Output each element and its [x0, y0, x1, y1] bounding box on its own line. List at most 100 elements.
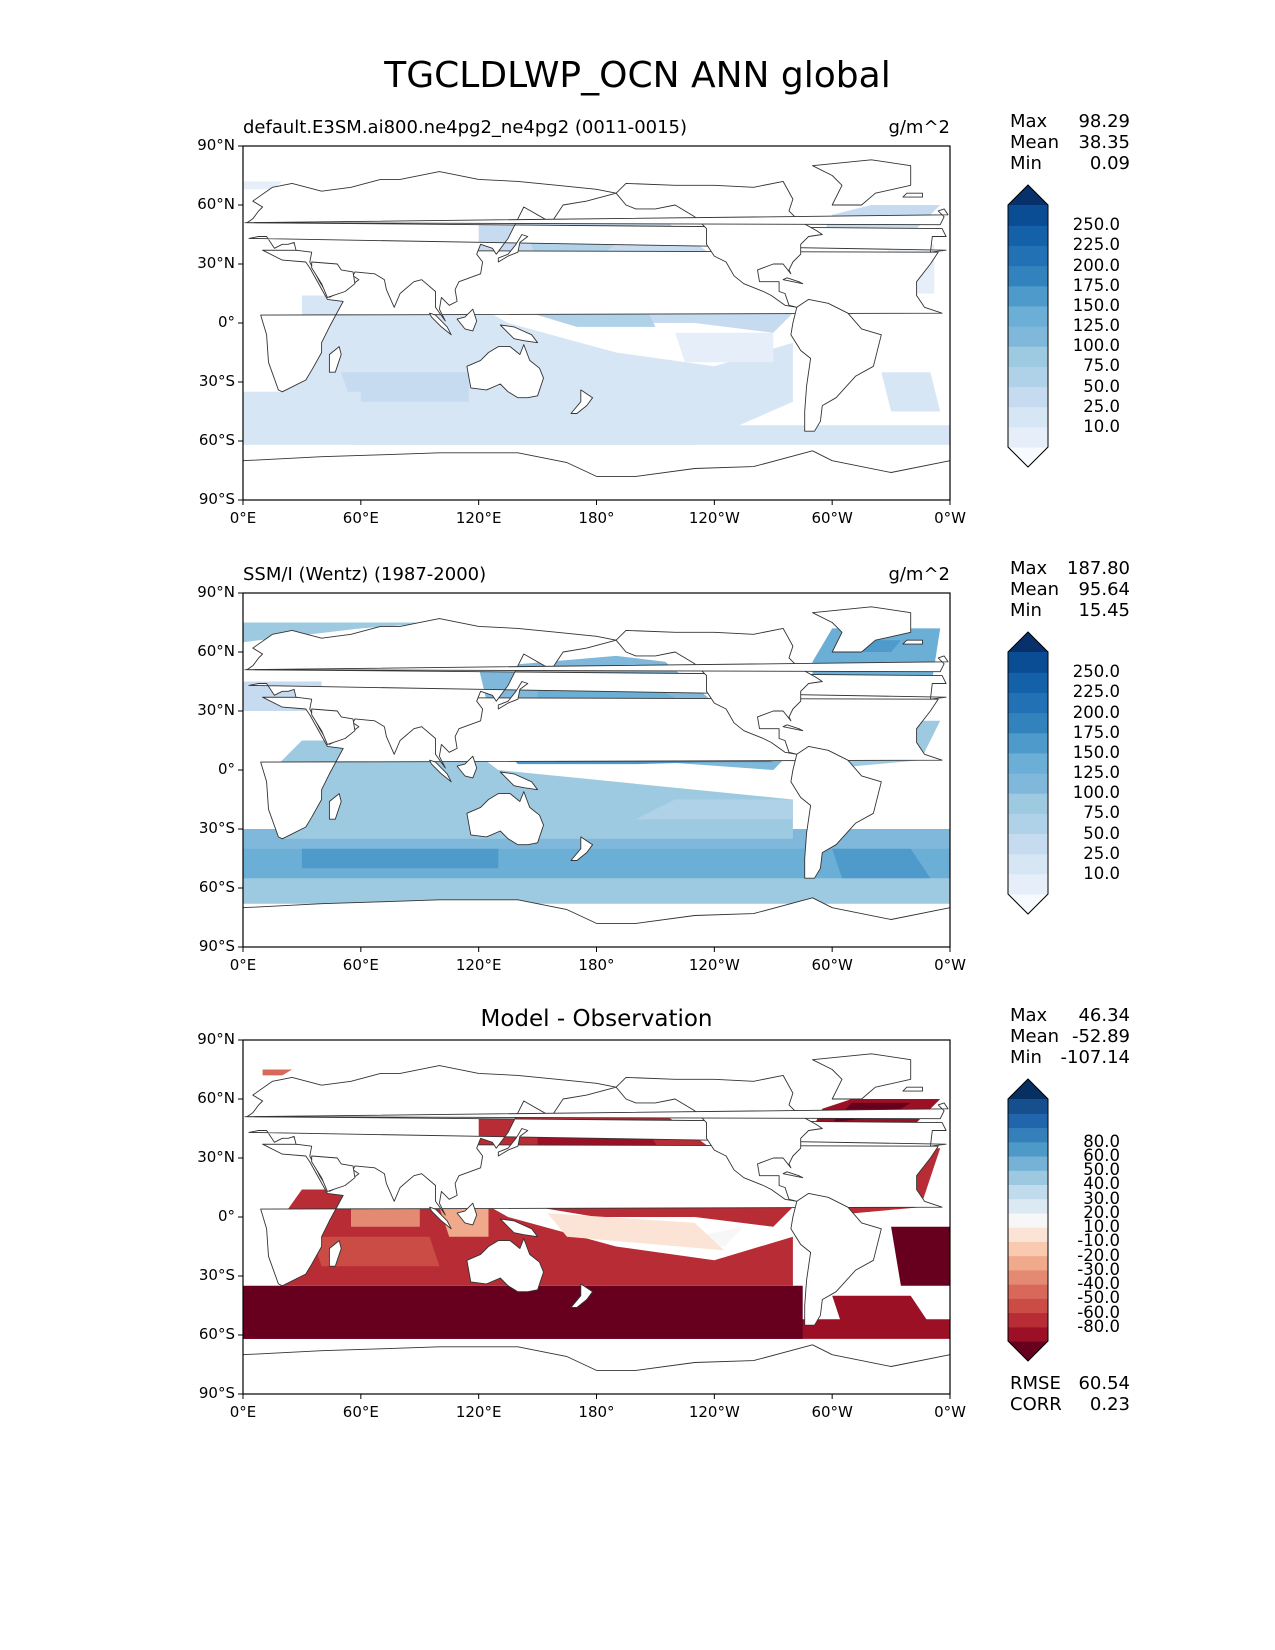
colorbar-segment: [1008, 406, 1048, 428]
land-new-zealand: [570, 836, 594, 861]
colorbar-tick-label: 10.0: [1083, 1217, 1120, 1237]
colorbar-segment: [1008, 1155, 1048, 1171]
field-contour-12: [243, 622, 440, 643]
stat-value: -52.89: [1071, 1026, 1130, 1047]
colorbar-outline: [1007, 631, 1049, 915]
stat-label: Mean: [1010, 1026, 1060, 1047]
colorbar-tick-label: 10.0: [1083, 863, 1120, 883]
stat-value: -107.14: [1060, 1047, 1130, 1068]
colorbar-segment: [1008, 426, 1048, 448]
map-panel-0: [238, 145, 951, 505]
colorbar-segment: [1008, 793, 1048, 814]
x-tick-label: 120°W: [688, 956, 740, 974]
land-sumatra: [429, 1206, 452, 1230]
stat-label: CORR: [1010, 1394, 1062, 1415]
colorbar-segment: [1008, 225, 1048, 246]
stat-label: Mean: [1010, 132, 1060, 153]
colorbar-segment: [1008, 1326, 1048, 1342]
x-tick-label: 0°W: [934, 956, 966, 974]
field-contour-9: [675, 332, 774, 363]
land-north-america: [615, 180, 823, 308]
map-panel-2: [238, 1039, 951, 1399]
colorbar-extend-top: [1008, 632, 1048, 652]
land-north-america: [615, 627, 823, 755]
colorbar-segment: [1008, 773, 1048, 794]
colorbar-segment: [1008, 1227, 1048, 1242]
colorbar-segment: [1008, 205, 1048, 226]
land-borneo: [456, 755, 478, 779]
land-arabia-fix: [311, 1155, 356, 1192]
colorbar-tick-label: -20.0: [1077, 1245, 1120, 1265]
colorbar-segment: [1008, 752, 1048, 774]
land-arabia-fix: [311, 261, 356, 298]
colorbar-extend-bottom: [1008, 1341, 1048, 1361]
stat-value: 15.45: [1078, 600, 1130, 621]
colorbar-2: [1007, 1078, 1049, 1362]
colorbar-segment: [1008, 1184, 1048, 1200]
land-eurasia: [246, 171, 947, 322]
y-tick-label: 0°: [217, 313, 235, 331]
y-tick-label: 90°S: [198, 937, 235, 955]
y-tick-label: 60°N: [197, 1089, 235, 1107]
land-australia: [466, 344, 544, 399]
field-contour-15: [311, 1236, 440, 1267]
colorbar-segment: [1008, 1113, 1048, 1129]
stat-label: Min: [1010, 600, 1042, 621]
colorbar-segment: [1008, 1298, 1048, 1314]
x-tick-label: 120°W: [688, 1403, 740, 1421]
y-tick-label: 90°N: [197, 136, 235, 154]
units-label: g/m^2: [888, 117, 950, 138]
x-tick-label: 180°: [578, 956, 615, 974]
panel-title: Model - Observation: [480, 1006, 713, 1032]
x-tick-label: 180°: [578, 509, 615, 527]
colorbar-segment: [1008, 672, 1048, 693]
colorbar-tick-label: 200.0: [1072, 702, 1120, 722]
colorbar-segment: [1008, 285, 1048, 307]
x-tick-label: 120°E: [455, 956, 502, 974]
land-cuba: [782, 1171, 804, 1179]
land-japan: [497, 1128, 529, 1157]
x-tick-label: 120°E: [455, 509, 502, 527]
field-contour-8: [547, 1213, 725, 1251]
field-contour-15: [635, 799, 793, 820]
colorbar-tick-label: 225.0: [1072, 235, 1120, 255]
colorbar-tick-label: -10.0: [1077, 1231, 1120, 1251]
colorbar-segment: [1008, 833, 1048, 855]
colorbar-tick-label: -30.0: [1077, 1259, 1120, 1279]
colorbar-tick-label: 225.0: [1072, 682, 1120, 702]
y-tick-label: 90°N: [197, 1030, 235, 1048]
stat-value: 187.80: [1067, 558, 1130, 579]
stat-value: 60.54: [1078, 1373, 1130, 1394]
field-contour-18: [262, 1069, 293, 1076]
x-tick-label: 0°E: [229, 1403, 257, 1421]
colorbar-tick-label: 25.0: [1083, 843, 1120, 863]
y-tick-label: 0°: [217, 760, 235, 778]
colorbar-segment: [1008, 1170, 1048, 1186]
y-tick-label: 30°N: [197, 254, 235, 272]
land-uk: [244, 655, 949, 673]
y-tick-label: 60°S: [198, 1325, 235, 1343]
stat-label: Max: [1010, 558, 1048, 579]
colorbar-segment: [1008, 652, 1048, 673]
colorbar-extend-top: [1008, 185, 1048, 205]
colorbar-segment: [1008, 1241, 1048, 1257]
land-new-zealand: [570, 1283, 594, 1308]
colorbar-segment: [1008, 692, 1048, 714]
colorbar-segment: [1008, 386, 1048, 408]
y-tick-label: 90°N: [197, 583, 235, 601]
land-madagascar: [328, 793, 342, 820]
colorbar-tick-label: 50.0: [1083, 1160, 1120, 1180]
land-new-guinea: [499, 771, 539, 791]
land-south-america: [790, 298, 882, 432]
land-greenland: [812, 1053, 912, 1100]
colorbar-tick-label: 125.0: [1072, 316, 1120, 335]
colorbar-tick-label: -60.0: [1077, 1302, 1120, 1322]
colorbar-segment: [1008, 1284, 1048, 1299]
y-tick-label: 30°S: [198, 819, 235, 837]
x-tick-label: 0°E: [229, 956, 257, 974]
colorbar-segment: [1008, 1269, 1048, 1285]
land-new-zealand: [570, 389, 594, 414]
panel-title: SSM/I (Wentz) (1987-2000): [243, 564, 487, 585]
colorbar-tick-label: 75.0: [1083, 803, 1120, 823]
x-tick-label: 60°E: [342, 509, 379, 527]
